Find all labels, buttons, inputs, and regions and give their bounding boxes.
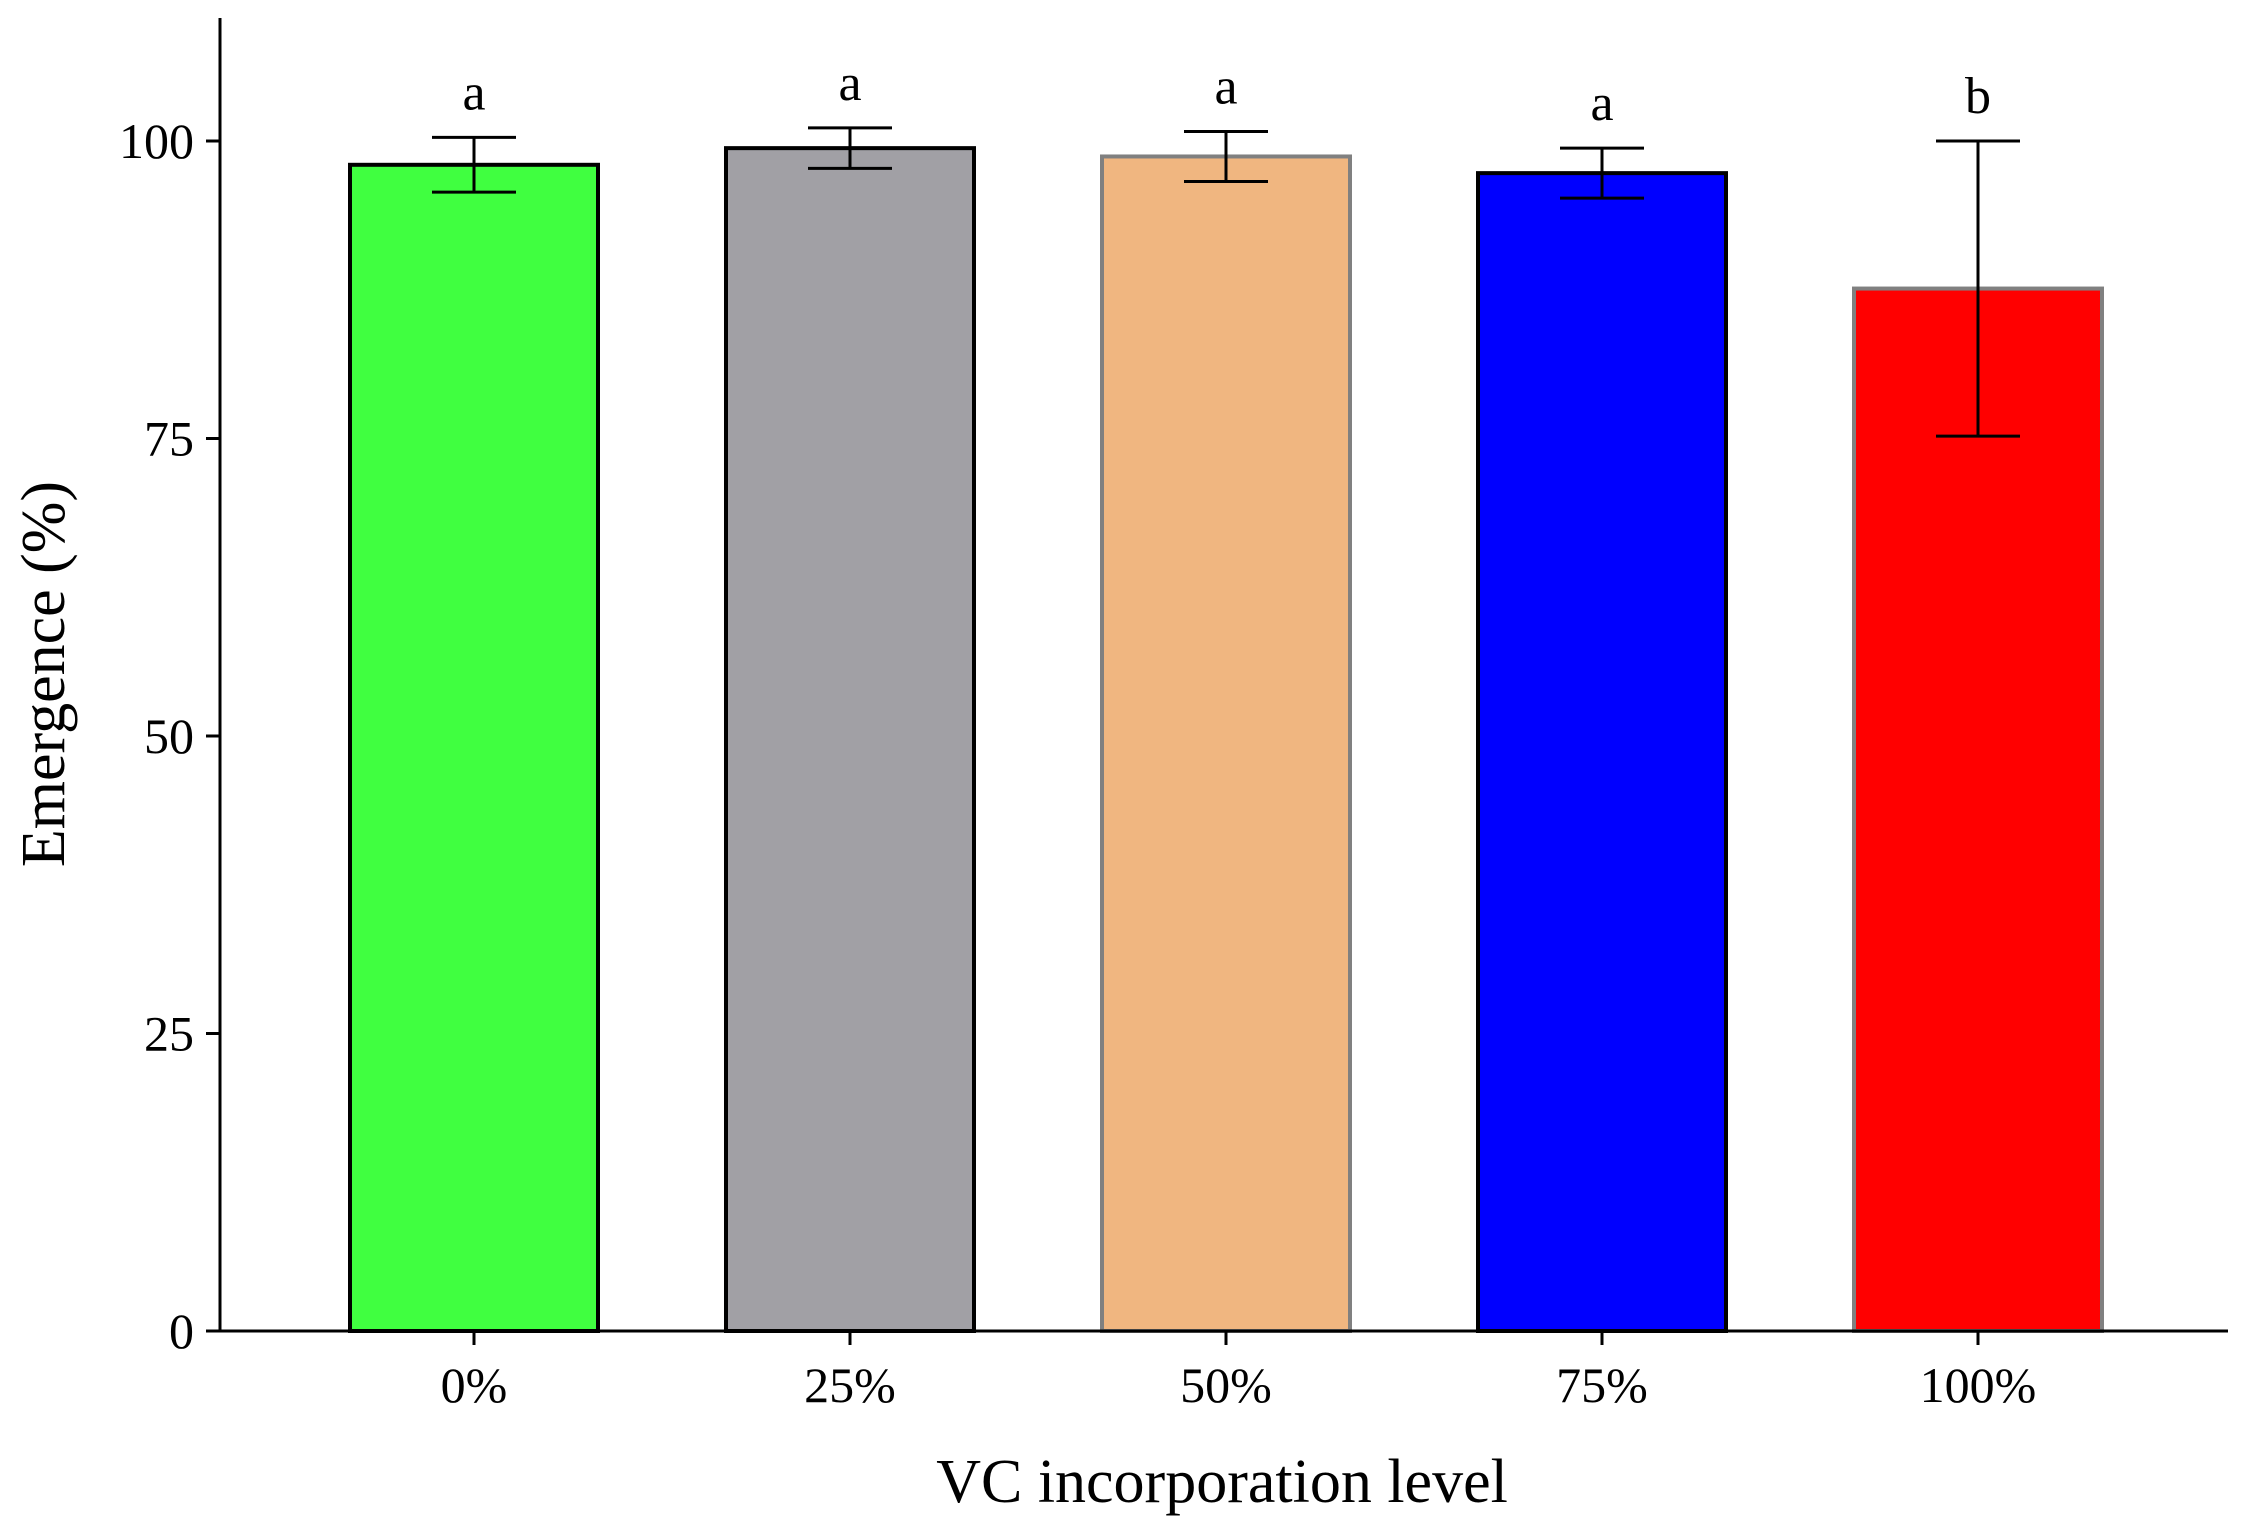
x-tick-label: 25% — [804, 1357, 896, 1413]
ticks-layer — [206, 139, 1980, 1345]
bars-layer — [348, 146, 2104, 1334]
bar — [348, 162, 600, 1333]
significance-label: b — [1965, 68, 1991, 125]
bar — [1100, 154, 1352, 1334]
y-tick-label: 0 — [169, 1303, 194, 1359]
axes-layer — [208, 18, 2228, 1333]
bar — [1476, 171, 1728, 1333]
x-tick-label: 0% — [441, 1357, 508, 1413]
x-axis-title: VC incorporation level — [936, 1448, 1508, 1516]
bar — [1852, 286, 2104, 1333]
x-tick-label: 75% — [1556, 1357, 1648, 1413]
y-tick-label: 50 — [144, 708, 194, 764]
significance-label: a — [1590, 75, 1613, 132]
error-bars-layer — [432, 126, 2020, 438]
y-tick-label: 25 — [144, 1006, 194, 1062]
x-tick-label: 100% — [1920, 1357, 2037, 1413]
significance-label: a — [838, 55, 861, 112]
significance-label: a — [462, 64, 485, 121]
bar — [724, 146, 976, 1333]
y-axis-title: Emergence (%) — [10, 481, 78, 867]
labels-layer: 0 25 50 75 100 a 0% a 25% a 50% a 75% b 100% — [119, 55, 2036, 1413]
significance-label: a — [1214, 58, 1237, 115]
y-tick-label: 100 — [119, 113, 194, 169]
x-tick-label: 50% — [1180, 1357, 1272, 1413]
y-tick-label: 75 — [144, 411, 194, 467]
